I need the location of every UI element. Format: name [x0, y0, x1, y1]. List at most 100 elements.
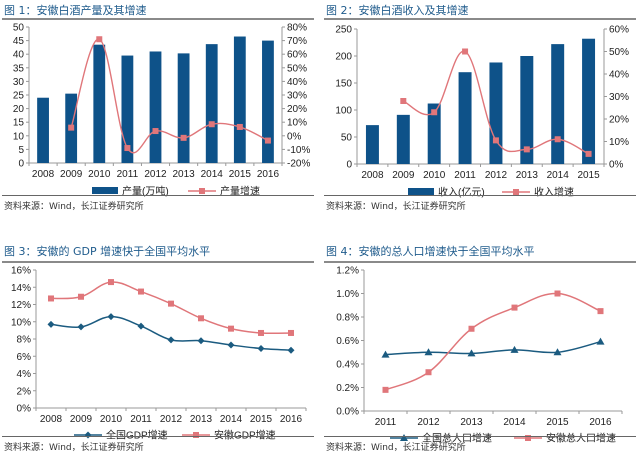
legend-marker-2	[193, 432, 199, 438]
bar	[177, 53, 190, 163]
growth-point	[523, 146, 530, 153]
y-tick-label: 1.2%	[336, 266, 359, 277]
y-tick-label-left: 35	[13, 63, 25, 74]
chart-title-2: 图 2：安徽白酒收入及其增速	[326, 4, 469, 17]
y-tick-label-left: 15	[13, 118, 25, 129]
legend-label-line: 产量增速	[220, 185, 260, 198]
y-tick-label-right: 70%	[287, 36, 307, 47]
x-tick-label: 2015	[577, 170, 600, 181]
series-point-1	[47, 320, 55, 328]
x-tick-label: 2014	[220, 414, 243, 425]
bar	[582, 38, 596, 164]
legend-marker-1	[400, 434, 408, 441]
y-tick-label: 0.0%	[336, 407, 359, 418]
y-tick-label-right: 30%	[609, 92, 629, 103]
x-tick-label: 2009	[60, 169, 83, 180]
panel-3: 图 3：安徽的 GDP 增速快于全国平均水平 0% 2% 4% 6% 8% 10% 12% 1…	[0, 237, 316, 457]
x-tick-label: 2011	[130, 414, 152, 425]
series-point-2	[168, 300, 174, 307]
series-point-1	[596, 337, 605, 345]
series-point-2	[228, 325, 234, 332]
y-tick-label: 1.0%	[336, 289, 359, 300]
x-tick-label: 2009	[392, 170, 415, 181]
y-tick-label: 14%	[11, 283, 31, 294]
bar	[365, 125, 379, 164]
y-tick-label-left: 25	[13, 91, 25, 102]
x-tick-label: 2012	[160, 414, 183, 425]
legend-label-line: 收入增速	[534, 186, 574, 199]
source-rule-1	[2, 195, 314, 196]
bar	[205, 44, 218, 163]
bar	[37, 97, 49, 163]
x-tick-label: 2009	[70, 414, 93, 425]
x-tick-label: 2012	[417, 417, 440, 428]
x-tick-label: 2014	[547, 170, 570, 181]
series-point-1	[424, 348, 433, 356]
series-point-1	[167, 336, 175, 344]
series-point-2	[597, 308, 604, 315]
bar	[121, 55, 134, 164]
y-tick-label-right: -10%	[287, 145, 310, 156]
series-line-1	[385, 340, 601, 356]
y-tick-label-left: 45	[13, 36, 25, 47]
series-point-2	[198, 315, 204, 322]
bar	[149, 51, 162, 164]
bar	[93, 44, 106, 163]
title-rule-2	[324, 18, 636, 20]
y-tick-label-right: 40%	[609, 70, 629, 81]
x-tick-label: 2012	[485, 170, 508, 181]
series-line-2	[385, 292, 601, 391]
chart-4: 0.0% 0.2% 0.4% 0.6% 0.8% 1.0% 1.2% 2011 2012 2013…	[336, 266, 623, 443]
x-tick-label: 2008	[32, 169, 55, 180]
series-point-1	[197, 337, 205, 345]
y-tick-label-left: 0	[346, 160, 352, 171]
series-point-1	[510, 345, 519, 353]
y-tick-label-left: 250	[335, 25, 352, 36]
series-point-2	[48, 295, 54, 302]
x-tick-label: 2013	[460, 417, 483, 428]
x-tick-label: 2013	[516, 170, 539, 181]
y-tick-label-right: 0%	[287, 131, 302, 142]
series-point-1	[287, 346, 295, 354]
chart-3: 0% 2% 4% 6% 8% 10% 12% 14% 16% 2008 2009 2010 2011 20…	[11, 266, 307, 442]
y-tick-label: 0.4%	[336, 360, 359, 371]
bar	[520, 56, 534, 164]
legend-marker-2	[525, 435, 531, 441]
legend-swatch-bar	[408, 188, 434, 195]
bar	[396, 114, 410, 164]
series-point-2	[78, 293, 84, 300]
title-rule-4	[324, 261, 636, 263]
bar	[262, 40, 274, 163]
series-point-2	[108, 279, 114, 286]
y-tick-label-left: 40	[13, 50, 25, 61]
x-tick-label: 2011	[454, 170, 476, 181]
panel-4: 图 4：安徽的总人口增速快于全国平均水平 0.0% 0.2% 0.4% 0.6% 0.8…	[322, 237, 638, 457]
bar	[427, 103, 441, 164]
series-point-2	[468, 325, 475, 332]
source-note-4: 资料来源：Wind，长江证券研究所	[326, 443, 466, 453]
y-tick-label: 2%	[17, 386, 32, 397]
source-rule-4	[324, 436, 636, 437]
y-tick-label: 0.6%	[336, 336, 359, 347]
x-tick-label: 2010	[423, 170, 446, 181]
series-line-1	[50, 315, 292, 351]
x-tick-label: 2008	[361, 170, 384, 181]
source-rule-3	[2, 436, 314, 437]
chart-2: 0 50 100 150 200 250 0% 10% 20% 30% 40% 50% 60% 2008 2…	[335, 25, 629, 199]
y-tick-label-left: 20	[13, 104, 25, 115]
series-point-1	[553, 348, 562, 356]
y-tick-label-right: 50%	[609, 47, 629, 58]
y-tick-label-right: -20%	[287, 159, 310, 170]
y-tick-label: 10%	[11, 317, 31, 328]
chart-title-4: 图 4：安徽的总人口增速快于全国平均水平	[326, 245, 535, 258]
x-tick-label: 2010	[100, 414, 123, 425]
legend-label-bar: 收入(亿元)	[438, 186, 485, 199]
x-tick-label: 2012	[144, 169, 167, 180]
growth-point	[152, 128, 159, 135]
y-tick-label-left: 150	[335, 79, 352, 90]
growth-point	[124, 145, 131, 152]
y-tick-label: 6%	[17, 352, 32, 363]
series-point-2	[511, 304, 518, 311]
y-tick-label-right: 40%	[287, 77, 307, 88]
y-tick-label-left: 0	[18, 159, 24, 170]
